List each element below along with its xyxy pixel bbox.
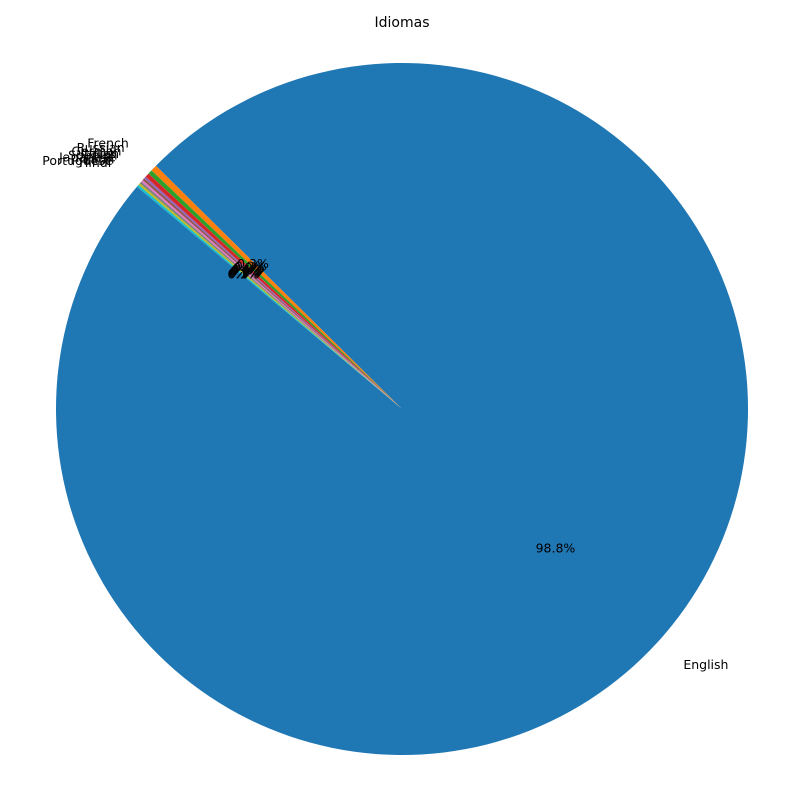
pie-label-german: German	[71, 143, 121, 158]
pie-percent-latin: 0.1%	[229, 265, 261, 280]
pie-percent-portuguese: 0.1%	[228, 266, 260, 281]
pie-percent-hindi: 0.1%	[228, 267, 260, 282]
pie-label-portuguese: Portuguese	[42, 153, 113, 168]
pie-label-english: English	[683, 657, 728, 672]
pie-slice-german	[145, 173, 402, 409]
pie-percent-english: 98.8%	[536, 540, 576, 555]
pie-label-russian: Russian	[77, 140, 125, 155]
pie-label-japanese: Japanese	[58, 150, 116, 165]
pie-percent-russian: 0.2%	[235, 258, 267, 273]
pie-slice-hindi	[136, 184, 403, 409]
pie-label-spanish: Spanish	[68, 148, 117, 163]
pie-slice-french	[151, 165, 402, 409]
pie-slice-english	[56, 62, 749, 755]
pie-slice-portuguese	[138, 183, 402, 409]
pie-percent-french: 0.3%	[237, 256, 269, 271]
pie-percent-labels: 98.8%0.3%0.2%0.2%0.1%0.1%0.1%0.1%0.1%0.1…	[228, 256, 576, 555]
pie-labels: English FrenchRussianGermanItalianSpanish…	[42, 135, 728, 671]
pie-slice-japanese	[141, 180, 402, 409]
pie-percent-japanese: 0.1%	[230, 264, 262, 279]
pie-percent-spanish: 0.1%	[231, 263, 263, 278]
pie-percent-italian: 0.1%	[232, 262, 264, 277]
chart-title: Idiomas	[375, 15, 430, 31]
pie-percent-german: 0.2%	[233, 260, 265, 275]
pie-label-latin: Latin	[83, 151, 114, 166]
pie-label-hindi: Hindi	[79, 155, 111, 170]
pie-label-french: French	[87, 135, 129, 150]
pie-slice-spanish	[142, 178, 402, 409]
pie-slices	[56, 62, 749, 755]
pie-slice-latin	[139, 181, 402, 409]
pie-slice-russian	[148, 170, 402, 409]
pie-slice-italian	[144, 176, 403, 409]
pie-label-italian: Italian	[80, 146, 119, 161]
